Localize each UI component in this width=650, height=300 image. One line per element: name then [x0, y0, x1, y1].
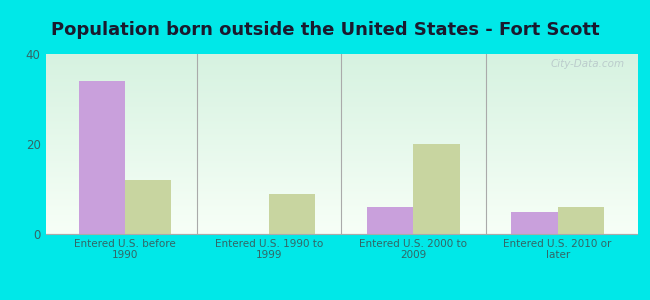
Bar: [125, 180, 171, 234]
Bar: [367, 207, 413, 234]
Bar: [79, 81, 125, 234]
Bar: [269, 194, 315, 234]
Bar: [558, 207, 604, 234]
Bar: [413, 144, 460, 234]
Bar: [512, 212, 558, 234]
Text: City-Data.com: City-Data.com: [551, 59, 625, 69]
Text: Population born outside the United States - Fort Scott: Population born outside the United State…: [51, 21, 599, 39]
